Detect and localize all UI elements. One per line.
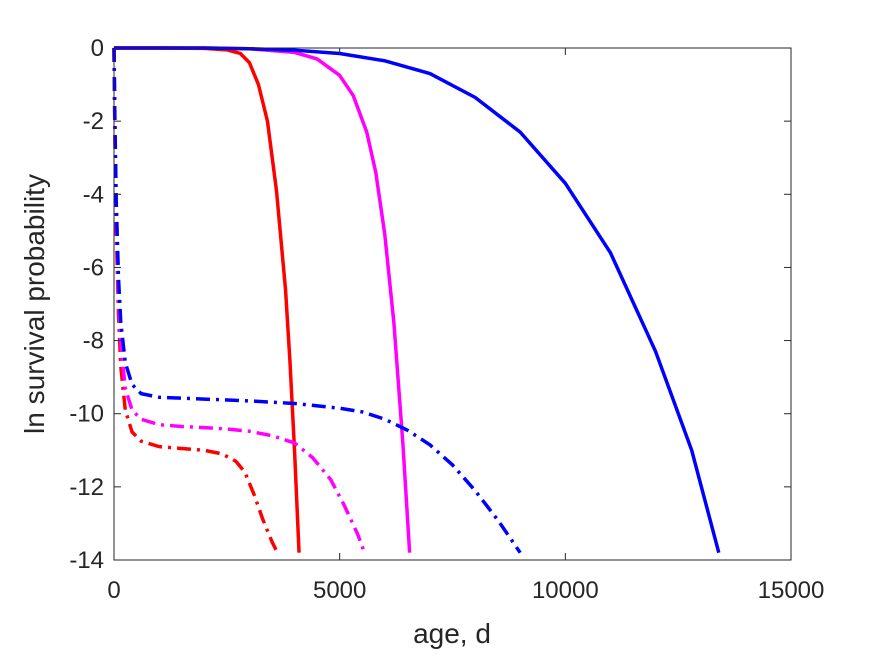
x-tick-label: 0 xyxy=(107,577,120,604)
series-line-3 xyxy=(114,46,721,554)
x-tick-label: 5000 xyxy=(313,577,366,604)
plot-frame xyxy=(113,47,792,561)
y-tick-label: -8 xyxy=(83,328,104,355)
y-tick-label: -14 xyxy=(69,547,104,574)
y-tick-label: -10 xyxy=(69,401,104,428)
y-tick-label: -6 xyxy=(83,254,104,281)
y-tick-label: -12 xyxy=(69,474,104,501)
x-tick-label: 15000 xyxy=(758,577,825,604)
x-tick-label: 10000 xyxy=(532,577,599,604)
y-axis-label: ln survival probability xyxy=(19,174,50,434)
tick-layer: 0 5000 10000 15000 0 -2 -4 -6 -8 -10 -12 -14 xyxy=(69,35,824,604)
y-tick-label: -2 xyxy=(83,108,104,135)
x-axis-label: age, d xyxy=(413,618,491,649)
series-layer xyxy=(112,46,721,554)
plot-area xyxy=(114,48,791,560)
y-tick-label: -4 xyxy=(83,181,104,208)
y-tick-label: 0 xyxy=(91,35,104,62)
series-line-6 xyxy=(112,47,522,554)
